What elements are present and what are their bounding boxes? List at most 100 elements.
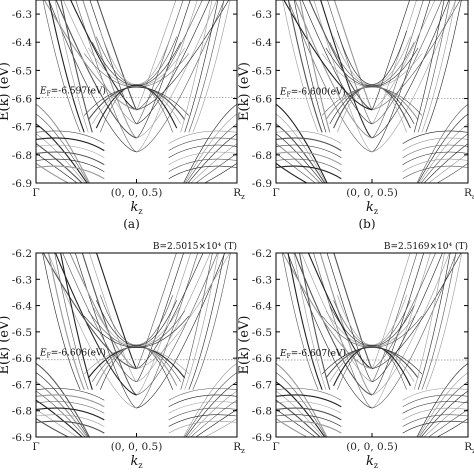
band-curve bbox=[371, 253, 443, 383]
band-curve bbox=[333, 36, 411, 86]
band-curve bbox=[180, 253, 213, 390]
x-tick-label-mid: (0, 0, 0.5) bbox=[111, 441, 163, 453]
band-curve bbox=[402, 130, 468, 144]
band-curve bbox=[371, 0, 457, 153]
band-curve bbox=[299, 0, 331, 133]
band-curve bbox=[60, 0, 93, 133]
band-curve bbox=[321, 315, 423, 348]
band-curve bbox=[418, 381, 468, 437]
band-curve bbox=[320, 0, 373, 139]
band-lines bbox=[36, 253, 237, 437]
band-curve bbox=[402, 144, 468, 158]
band-curve bbox=[136, 253, 177, 369]
y-tick-label: -6.6 bbox=[12, 94, 33, 106]
band-curve bbox=[168, 414, 237, 427]
band-curve bbox=[321, 53, 423, 88]
band-curve bbox=[276, 414, 342, 427]
band-curve bbox=[276, 372, 327, 437]
panel-b: -6.3 -6.4 -6.5 -6.6 -6.7 -6.8 -6.9Γ (0, 0, 0.5)… bbox=[237, 0, 474, 231]
y-tick-label: -6.5 bbox=[12, 327, 32, 339]
band-curve bbox=[92, 42, 181, 86]
band-curve bbox=[417, 113, 468, 183]
band-curve bbox=[276, 394, 342, 408]
band-curve bbox=[136, 253, 226, 409]
band-curve bbox=[36, 407, 105, 421]
band-curve bbox=[36, 165, 105, 180]
band-curve bbox=[188, 253, 225, 390]
band-curve bbox=[75, 0, 137, 153]
y-axis-label: E(k) (eV) bbox=[237, 62, 252, 121]
band-curve bbox=[95, 253, 137, 370]
band-curve bbox=[371, 253, 411, 369]
y-tick-label: -6.8 bbox=[12, 150, 32, 162]
band-curve bbox=[168, 407, 237, 421]
band-curve bbox=[416, 363, 468, 437]
band-curve bbox=[436, 163, 468, 183]
band-curve bbox=[337, 84, 407, 133]
band-curve bbox=[402, 420, 468, 434]
band-curve bbox=[92, 305, 181, 347]
band-curve bbox=[428, 409, 468, 437]
band-curve bbox=[136, 253, 204, 369]
band-curve bbox=[168, 144, 237, 158]
fermi-energy-label: EF=-6.606(eV) bbox=[39, 348, 106, 360]
band-curve bbox=[190, 143, 237, 183]
y-tick-label: -6.2 bbox=[252, 248, 272, 260]
band-curve bbox=[276, 143, 321, 183]
band-curve bbox=[184, 0, 219, 133]
x-tick-label-mid: (0, 0, 0.5) bbox=[111, 187, 163, 199]
y-tick-label: -6.7 bbox=[12, 379, 32, 391]
band-curve bbox=[83, 315, 190, 348]
x-axis-label: kz bbox=[366, 454, 378, 470]
band-curve bbox=[420, 133, 468, 183]
x-tick-label-mid: (0, 0, 0.5) bbox=[346, 441, 398, 453]
band-curve bbox=[89, 253, 137, 383]
x-tick-label-gamma: Γ bbox=[32, 187, 39, 199]
band-curve bbox=[371, 0, 424, 139]
band-lines bbox=[276, 0, 468, 183]
band-curve bbox=[195, 409, 237, 437]
panel-d: -6.2 -6.3 -6.4 -6.5 -6.6 -6.7 -6.8 -6.9Γ (0, 0, … bbox=[237, 241, 474, 470]
band-curve bbox=[100, 84, 173, 133]
band-curve bbox=[436, 418, 468, 437]
band-curve bbox=[168, 158, 237, 172]
band-curve bbox=[276, 165, 342, 180]
band-curve bbox=[371, 253, 450, 396]
magnetic-field-label: B=2.5169×10⁴ (T) bbox=[384, 241, 468, 252]
band-curve bbox=[298, 253, 331, 390]
y-tick-label: -6.7 bbox=[252, 122, 272, 134]
band-curve bbox=[183, 363, 237, 437]
y-tick-label: -6.8 bbox=[252, 150, 272, 162]
band-curve bbox=[136, 0, 184, 125]
x-axis-label: kz bbox=[366, 200, 378, 216]
y-tick-label: -6.6 bbox=[252, 94, 273, 106]
x-tick-label-right: Rz bbox=[233, 187, 245, 201]
y-tick-label: -6.2 bbox=[12, 248, 32, 260]
band-lines bbox=[36, 0, 237, 183]
band-curve bbox=[371, 0, 443, 125]
band-curve bbox=[185, 123, 237, 183]
band-curve bbox=[276, 144, 342, 158]
band-curve bbox=[136, 0, 177, 110]
band-curve bbox=[168, 394, 237, 408]
band-curve bbox=[188, 0, 225, 133]
y-tick-label: -6.6 bbox=[252, 353, 273, 365]
band-curve bbox=[276, 153, 316, 183]
band-curve bbox=[371, 253, 457, 409]
band-curve bbox=[136, 253, 211, 383]
y-tick-label: -6.5 bbox=[12, 65, 32, 77]
band-curve bbox=[371, 253, 431, 409]
band-curve bbox=[54, 253, 89, 390]
band-curve bbox=[276, 137, 342, 152]
y-tick-label: -6.5 bbox=[252, 65, 272, 77]
band-curve bbox=[36, 158, 105, 172]
band-curve bbox=[88, 310, 185, 348]
band-curve bbox=[371, 0, 461, 111]
band-curve bbox=[281, 253, 319, 390]
band-curve bbox=[184, 253, 219, 390]
band-curve bbox=[371, 253, 418, 383]
band-curve bbox=[187, 133, 237, 183]
band-curve bbox=[83, 53, 190, 88]
band-curve bbox=[402, 165, 468, 180]
band-curve bbox=[36, 394, 105, 408]
